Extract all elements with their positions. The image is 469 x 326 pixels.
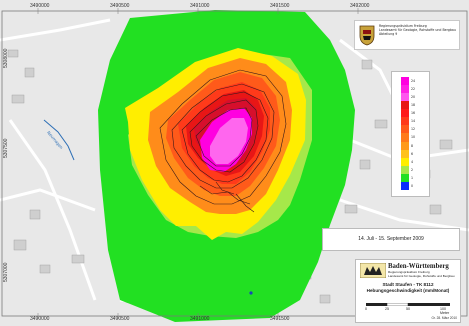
legend-label: 14 [411, 119, 416, 124]
scale-label: 100 Meter [440, 307, 450, 315]
legend-label: 4 [411, 159, 414, 164]
map-subject: Hebungsgeschwindigkeit (mm/Monat) [366, 288, 450, 293]
x-tick-bottom: 3490000 [30, 316, 50, 322]
title-block: Baden-Württemberg Regierungspräsidium Fr… [355, 259, 461, 323]
agency-sub-lines: Regierungspräsidium Freiburg Landesamt f… [388, 270, 458, 278]
color-legend: 24 22 20 18 16 14 12 10 8 6 4 2 1 0 [391, 71, 430, 197]
legend-label: 1 [411, 175, 414, 180]
legend-label: 10 [411, 135, 416, 140]
y-tick-left: 5307000 [3, 262, 9, 282]
legend-swatch [401, 93, 409, 102]
legend-label: 6 [411, 151, 414, 156]
legend-label: 2 [411, 167, 414, 172]
scale-label: 0 [365, 307, 367, 311]
legend-swatch [401, 117, 409, 126]
legend-label: 18 [411, 103, 416, 108]
x-tick-bottom: 3490500 [110, 316, 130, 322]
lion-emblem-icon [360, 263, 386, 278]
coat-of-arms-icon [359, 25, 375, 46]
legend-swatch [401, 77, 409, 86]
legend-label: 20 [411, 95, 416, 100]
legend-swatch [401, 125, 409, 134]
river-neumagen [43, 119, 75, 161]
map-frame [1, 10, 468, 317]
zone-pink [210, 118, 248, 164]
legend-label: 8 [411, 143, 414, 148]
y-tick-left: 5307500 [3, 138, 9, 158]
scale-bar [366, 303, 450, 306]
agency-lines: Regierungspräsidium Freiburg Landesamt f… [379, 24, 457, 36]
legend-label: 16 [411, 111, 416, 116]
x-tick-bottom: 3491500 [270, 316, 290, 322]
legend-swatch [401, 101, 409, 110]
state-name: Baden-Württemberg [388, 263, 449, 270]
agency-line: Regierungspräsidium Freiburg [379, 24, 427, 28]
issue-date: Gr. 28. März 2010 [431, 316, 457, 320]
legend-swatch [401, 133, 409, 142]
scale-label: 25 [385, 307, 389, 311]
legend-label: 22 [411, 87, 416, 92]
legend-swatch [401, 173, 409, 182]
legend-swatch [401, 141, 409, 150]
agency-logo-box: Regierungspräsidium Freiburg Landesamt f… [354, 20, 460, 50]
x-tick-top: 3492000 [350, 3, 370, 9]
legend-color-bars [401, 77, 409, 190]
measurement-point [249, 291, 253, 295]
x-tick-top: 3490000 [30, 3, 50, 9]
legend-label: 0 [411, 183, 414, 188]
legend-labels: 24 22 20 18 16 14 12 10 8 6 4 2 1 0 [411, 77, 427, 190]
legend-swatch [401, 181, 409, 190]
agency-line: Abteilung 9 [379, 32, 398, 36]
legend-swatch [401, 165, 409, 174]
map-place: Stadt Staufen - TK 8112 [382, 282, 434, 287]
x-tick-bottom: 3491000 [190, 316, 210, 322]
legend-swatch [401, 157, 409, 166]
legend-swatch [401, 109, 409, 118]
contour-lines [159, 69, 287, 213]
legend-swatch [401, 85, 409, 94]
x-tick-top: 3490500 [110, 3, 130, 9]
agency-line: Landesamt für Geologie, Rohstoffe und Be… [379, 28, 456, 32]
agency-sub-line: Regierungspräsidium Freiburg [388, 270, 430, 274]
period-box: 14. Juli - 15. September 2009 [322, 228, 460, 251]
x-tick-top: 3491500 [270, 3, 290, 9]
legend-label: 24 [411, 79, 416, 83]
legend-swatch [401, 149, 409, 158]
scale-label: 50 [406, 307, 410, 311]
x-tick-top: 3491000 [190, 3, 210, 9]
agency-sub-line: Landesamt für Geologie, Rohstoffe und Be… [388, 273, 455, 278]
legend-label: 12 [411, 127, 416, 132]
y-tick-left: 5308000 [3, 48, 9, 68]
